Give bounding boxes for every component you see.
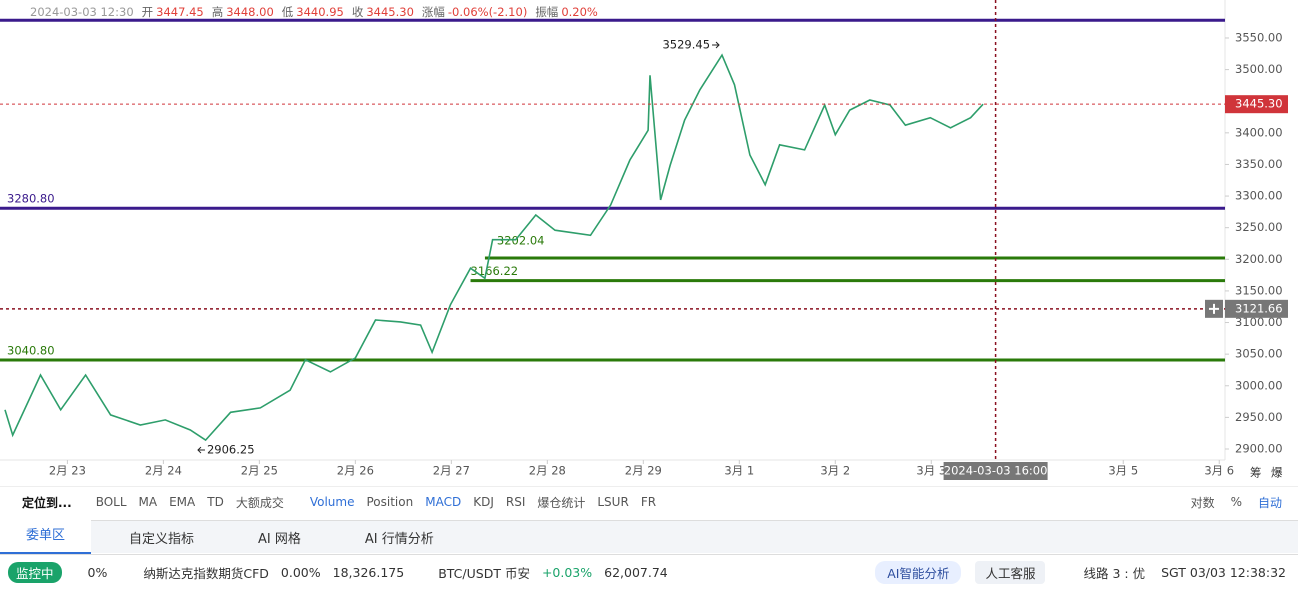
y-tick-label: 2950.00 [1235,410,1283,424]
indicator-toolbar: 定位到... BOLL MA EMA TD 大额成交 Volume Position MACD K… [0,486,1298,517]
header-value: 3447.45 [156,5,204,19]
level-label: 3040.80 [7,343,55,357]
indicator-button[interactable]: Volume [309,495,355,509]
y-tick-label: 3150.00 [1235,283,1283,297]
level-label: 3166.22 [471,264,519,278]
crosshair-x-label: 2024-03-03 16:00 [944,464,1048,478]
y-tick-label: 3350.00 [1235,157,1283,171]
header-key: 开 [142,5,154,19]
axis-button[interactable]: 爆 [1271,466,1283,480]
y-tick-label: 3000.00 [1235,378,1283,392]
y-tick-label: 3050.00 [1235,347,1283,361]
y-tick-label: 2900.00 [1235,441,1283,455]
x-tick-label: 2月 28 [529,464,566,478]
option-button[interactable]: % [1230,495,1242,509]
header-key: 收 [352,5,364,19]
x-tick-label: 2月 27 [433,464,470,478]
indicator-button[interactable]: FR [640,495,657,509]
status-bar: 监控中 0% 纳斯达克指数期货CFD 0.00% 18,326.175 BTC/USDT … [0,554,1298,589]
ohlc-header: 2024-03-03 12:30 开 3447.45 高 3448.00 低 3440.95… [30,5,598,19]
indicator-button[interactable]: Position [366,495,414,509]
status-pct: 0% [87,564,108,580]
x-tick-label: 2月 24 [145,464,182,478]
x-tick-label: 2月 23 [49,464,86,478]
indicator-button[interactable]: MACD [425,495,462,509]
x-tick-label: 3月 1 [724,464,754,478]
ticker-price: 18,326.175 [332,564,405,580]
header-value: 3440.95 [296,5,344,19]
crosshair-y-label: 3121.66 [1235,301,1283,315]
y-tick-label: 3100.00 [1235,315,1283,329]
y-tick-label: 3500.00 [1235,62,1283,76]
annotation-arrow [712,41,720,49]
y-tick-label: 3550.00 [1235,30,1283,44]
panel-tab[interactable]: AI 网格 [258,531,301,547]
ticker-name[interactable]: 纳斯达克指数期货CFD [143,565,269,581]
level-label: 3202.04 [497,234,545,248]
header-value: 0.20% [561,5,598,19]
header-key: 高 [212,5,224,19]
price-annotation: 2906.25 [207,443,255,457]
x-tick-label: 2月 26 [337,464,374,478]
level-label: 3280.80 [7,192,55,206]
indicator-button[interactable]: 大额成交 [235,495,284,510]
price-annotation: 3529.45 [662,37,710,51]
y-tick-label: 3250.00 [1235,220,1283,234]
indicator-button[interactable]: MA [138,495,158,509]
ticker-price: 62,007.74 [604,564,668,580]
y-tick-label: 3300.00 [1235,189,1283,203]
header-value: 3445.30 [366,5,414,19]
axis-bg [1225,0,1298,485]
x-tick-label: 3月 6 [1204,464,1234,478]
y-tick-label: 3400.00 [1235,125,1283,139]
header-value: -0.06%(-2.10) [448,5,527,19]
indicator-button[interactable]: LSUR [597,495,629,509]
header-key: 振幅 [535,5,558,19]
indicator-button[interactable]: EMA [169,495,196,509]
panel-tab[interactable]: AI 行情分析 [364,531,434,547]
x-tick-label: 2月 25 [241,464,278,478]
ticker-change: 0.00% [280,564,321,580]
service-button[interactable]: 人工客服 [975,560,1046,584]
y-tick-label: 3200.00 [1235,252,1283,266]
header-key: 涨幅 [422,5,445,19]
indicator-button[interactable]: 爆仓统计 [537,495,586,510]
indicator-button[interactable]: KDJ [473,495,494,509]
indicator-button[interactable]: TD [207,495,224,509]
option-button[interactable]: 对数 [1190,495,1215,510]
header-datetime: 2024-03-03 12:30 [30,5,134,19]
ticker-change: +0.03% [541,564,593,580]
x-tick-label: 2月 29 [625,464,662,478]
locate-button[interactable]: 定位到... [22,495,72,510]
panel-tabs: 委单区 自定义指标 AI 网格 AI 行情分析 [0,520,1298,554]
chart: 2024-03-03 12:30 开 3447.45 高 3448.00 低 3440.95… [0,0,1298,485]
indicator-button[interactable]: RSI [505,495,526,509]
header-value: 3448.00 [226,5,274,19]
option-button[interactable]: 自动 [1257,495,1282,510]
line-status: 线路 3 : 优 [1083,565,1146,581]
panel-tab[interactable]: 自定义指标 [129,531,195,547]
panel-tab[interactable]: 委单区 [0,520,92,554]
x-tick-label: 3月 5 [1108,464,1138,478]
ticker-name[interactable]: BTC/USDT 币安 [438,565,530,581]
axis-button[interactable]: 筹 [1250,466,1262,480]
x-tick-label: 3月 3 [916,464,946,478]
header-key: 低 [282,5,294,19]
indicator-button[interactable]: BOLL [95,495,127,509]
crosshair-plus-icon [1209,303,1219,314]
crosshair-x-box [943,462,1048,480]
price-line [4,53,984,442]
ai-button[interactable]: AI智能分析 [875,560,962,584]
crosshair-y-box [1225,299,1288,318]
x-tick-label: 3月 2 [820,464,850,478]
last-price-box [1225,95,1288,114]
last-price-label: 3445.30 [1235,97,1283,111]
clock: SGT 03/03 12:38:32 [1161,564,1286,580]
monitor-badge: 监控中 [8,561,62,583]
annotation-arrow [197,446,205,454]
